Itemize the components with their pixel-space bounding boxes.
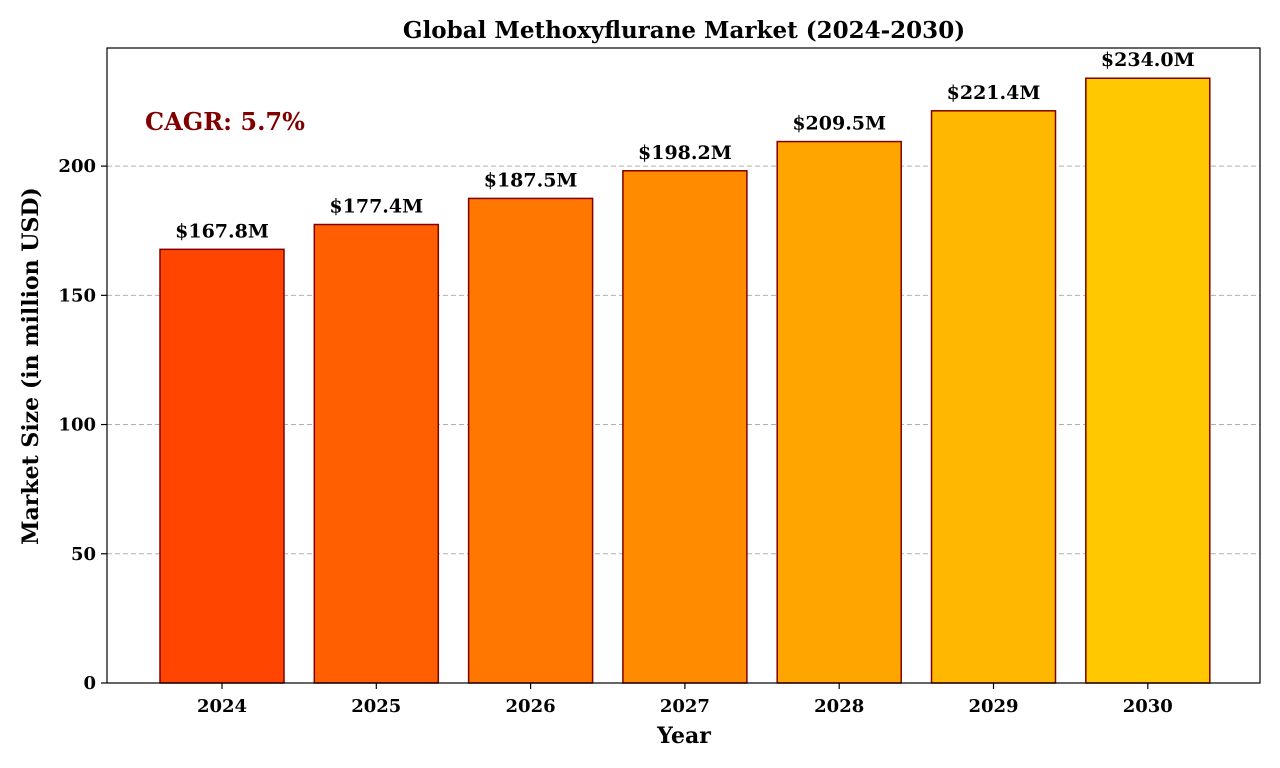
bar-value-label: $167.8M [175, 220, 269, 242]
y-axis-label: Market Size (in million USD) [18, 187, 44, 545]
x-tick-label: 2026 [506, 696, 556, 717]
x-tick-label: 2029 [968, 696, 1018, 717]
bar-value-label: $209.5M [792, 113, 886, 135]
plot-frame [106, 47, 1261, 684]
x-tick-label: 2028 [814, 696, 864, 717]
y-axis-ticks: 0 50 100 150 200 [58, 156, 107, 694]
x-tick-label: 2025 [351, 696, 401, 717]
bar-value-label: $221.4M [947, 82, 1041, 104]
y-tick-label: 100 [58, 415, 96, 436]
bar-2028 [776, 140, 902, 684]
bar-2027 [622, 170, 748, 684]
bar-labels: $167.8M $177.4M $187.5M $198.2M $209.5M $221.… [175, 49, 1195, 242]
y-tick-label: 200 [58, 156, 96, 177]
chart-title: Global Methoxyflurane Market (2024-2030) [403, 17, 965, 44]
y-tick-label: 50 [71, 544, 96, 565]
bar-2029 [930, 110, 1057, 684]
bar-2024 [159, 248, 285, 684]
x-axis-label: Year [656, 723, 711, 749]
x-tick-label: 2027 [660, 696, 710, 717]
bar-2025 [313, 223, 440, 684]
x-tick-label: 2030 [1123, 696, 1173, 717]
x-axis-ticks: 2024 2025 2026 2027 2028 2029 2030 [197, 683, 1173, 717]
y-tick-label: 0 [83, 673, 96, 694]
bar-2026 [467, 197, 594, 684]
bar-value-label: $177.4M [329, 196, 423, 218]
bar-value-label: $187.5M [484, 169, 578, 191]
x-tick-label: 2024 [197, 696, 247, 717]
y-tick-label: 150 [58, 285, 96, 306]
bar-value-label: $234.0M [1101, 49, 1195, 71]
bar-value-label: $198.2M [638, 142, 732, 164]
bar-2030 [1085, 77, 1211, 684]
cagr-annotation: CAGR: 5.7% [145, 107, 305, 136]
bars [159, 77, 1211, 684]
